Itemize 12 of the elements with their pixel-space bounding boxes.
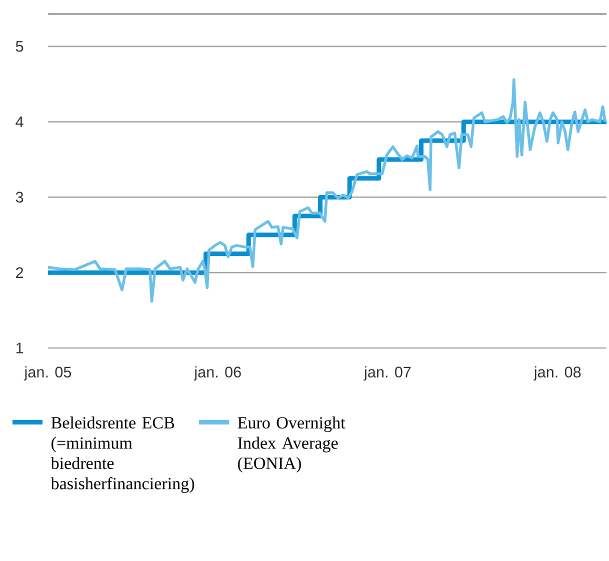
y-tick-label: 5 <box>16 41 24 52</box>
y-tick-label: 1 <box>16 342 24 354</box>
x-tick-label: jan. 06 <box>194 366 241 381</box>
line-series <box>46 78 607 303</box>
legend-label: Euro Overnight Index Average (EONIA) <box>238 416 346 473</box>
y-tick-label: 2 <box>16 267 24 278</box>
x-tick-label: jan. 07 <box>364 366 411 381</box>
y-tick-label: 4 <box>16 116 24 128</box>
y-tick-label: 3 <box>16 192 24 203</box>
legend-label: Beleidsrente ECB (=minimum biedrente basisherfinanciering) <box>50 416 194 493</box>
x-tick-label: jan. 08 <box>534 366 581 381</box>
x-tick-label: jan. 05 <box>24 366 72 381</box>
